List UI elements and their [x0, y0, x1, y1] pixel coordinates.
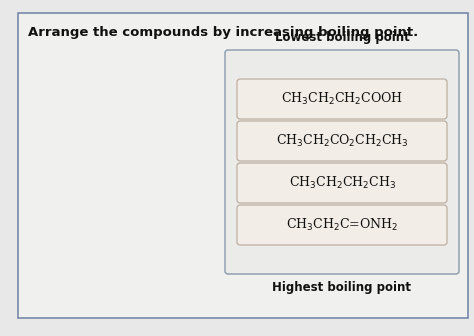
FancyBboxPatch shape — [237, 205, 447, 245]
Text: CH$_3$CH$_2$C=ONH$_2$: CH$_3$CH$_2$C=ONH$_2$ — [286, 217, 398, 233]
FancyBboxPatch shape — [225, 50, 459, 274]
Text: Arrange the compounds by increasing boiling point.: Arrange the compounds by increasing boil… — [28, 26, 418, 39]
FancyBboxPatch shape — [18, 13, 468, 318]
FancyBboxPatch shape — [237, 121, 447, 161]
Text: Highest boiling point: Highest boiling point — [273, 281, 411, 294]
FancyBboxPatch shape — [237, 163, 447, 203]
Text: CH$_3$CH$_2$CO$_2$CH$_2$CH$_3$: CH$_3$CH$_2$CO$_2$CH$_2$CH$_3$ — [275, 133, 409, 149]
Text: CH$_3$CH$_2$CH$_2$COOH: CH$_3$CH$_2$CH$_2$COOH — [281, 91, 403, 107]
FancyBboxPatch shape — [237, 79, 447, 119]
Text: Lowest boiling point: Lowest boiling point — [274, 31, 410, 44]
Text: CH$_3$CH$_2$CH$_2$CH$_3$: CH$_3$CH$_2$CH$_2$CH$_3$ — [289, 175, 395, 191]
